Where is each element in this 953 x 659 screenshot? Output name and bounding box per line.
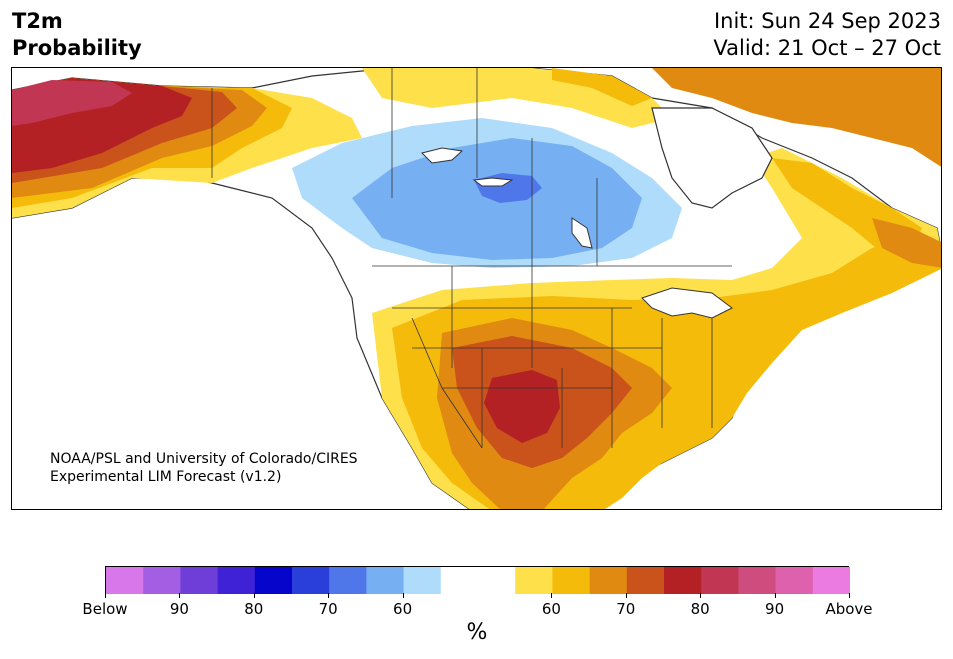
colorbar-tick-mark — [700, 593, 702, 598]
valid-range: Valid: 21 Oct – 27 Oct — [713, 36, 941, 60]
colorbar-swatch — [329, 567, 367, 594]
hudson-bay — [651, 107, 773, 209]
colorbar-swatch — [515, 567, 553, 594]
region-labrador-above-65 — [872, 218, 941, 268]
title-line-1: T2m — [12, 9, 63, 33]
colorbar-tick-label: Below — [82, 600, 128, 618]
colorbar-swatch — [180, 567, 219, 594]
colorbar-swatch — [366, 567, 405, 594]
colorbar-svg — [106, 567, 850, 594]
political-borders — [211, 68, 732, 449]
colorbar-tick-mark — [253, 593, 255, 598]
colorbar-tick-mark — [328, 593, 330, 598]
colorbar-swatch — [664, 567, 702, 594]
credit-line-2: Experimental LIM Forecast (v1.2) — [50, 469, 282, 485]
colorbar-tick-label: 70 — [318, 600, 338, 618]
colorbar-tick-label: 90 — [169, 600, 189, 618]
forecast-dates: Init: Sun 24 Sep 2023 Valid: 21 Oct – 27… — [713, 8, 941, 62]
credit-text: NOAA/PSL and University of Colorado/CIRE… — [50, 450, 358, 486]
colorbar-tick-label: 70 — [616, 600, 636, 618]
colorbar-tick-label: 60 — [541, 600, 561, 618]
colorbar-tick-mark — [402, 593, 404, 598]
colorbar-tick-mark — [105, 593, 106, 598]
lake-bear — [421, 147, 464, 164]
colorbar-swatch — [440, 567, 479, 594]
colorbar-tick-mark — [849, 593, 850, 598]
colorbar-tick-mark — [625, 593, 627, 598]
credit-line-1: NOAA/PSL and University of Colorado/CIRE… — [50, 451, 358, 467]
colorbar-tick-label: Above — [825, 600, 873, 618]
colorbar-swatch — [106, 567, 144, 594]
colorbar-swatch — [217, 567, 256, 594]
colorbar-swatch — [552, 567, 591, 594]
colorbar-swatch — [626, 567, 665, 594]
probability-map: NOAA/PSL and University of Colorado/CIRE… — [11, 67, 942, 510]
colorbar-swatch — [589, 567, 628, 594]
lake-great-slave — [472, 177, 514, 187]
colorbar-tick-label: 80 — [244, 600, 264, 618]
colorbar-unit-label: % — [466, 620, 488, 645]
colorbar-swatch — [812, 567, 850, 594]
region-alaska-above-90 — [12, 80, 132, 126]
colorbar-swatch — [478, 567, 516, 594]
colorbar-swatch — [775, 567, 814, 594]
colorbar-tick-mark — [179, 593, 181, 598]
colorbar-tick-label: 90 — [765, 600, 785, 618]
map-svg — [12, 68, 941, 509]
colorbar-swatch — [292, 567, 330, 594]
lake-winnipeg — [571, 217, 593, 249]
region-arctic-above-60 — [552, 68, 652, 106]
colorbar-tick-label: 80 — [690, 600, 710, 618]
colorbar — [105, 566, 850, 594]
region-arctic-above-65 — [652, 68, 941, 167]
colorbar-swatch — [403, 567, 442, 594]
colorbar-swatch — [254, 567, 293, 594]
title-line-2: Probability — [12, 36, 142, 60]
colorbar-tick-label: 60 — [393, 600, 413, 618]
init-date: Init: Sun 24 Sep 2023 — [713, 9, 941, 33]
map-title: T2m Probability — [12, 8, 142, 62]
colorbar-swatch — [701, 567, 739, 594]
colorbar-swatch — [143, 567, 181, 594]
colorbar-tick-mark — [774, 593, 776, 598]
colorbar-tick-mark — [551, 593, 553, 598]
colorbar-swatch — [738, 567, 777, 594]
